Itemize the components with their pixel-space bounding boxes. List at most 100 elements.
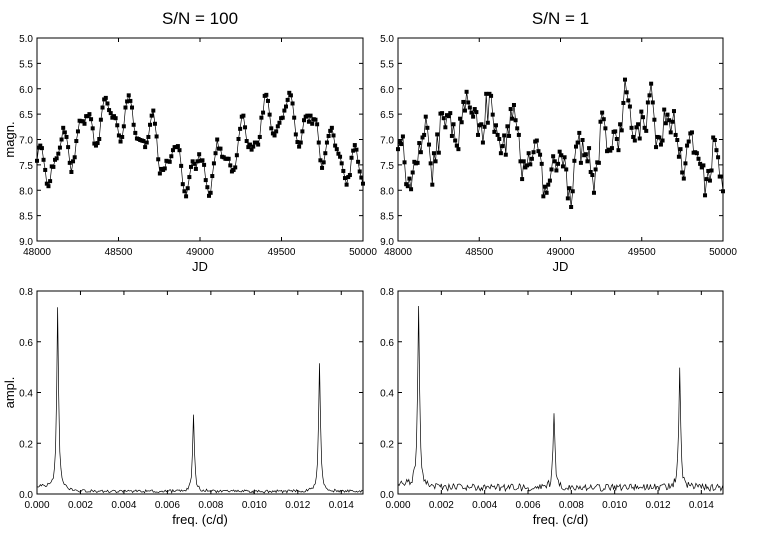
data-point (636, 122, 641, 127)
data-point (678, 147, 683, 152)
y-tick-label: 0.0 (19, 490, 33, 501)
y-tick-label: 6.5 (19, 110, 33, 121)
data-point (680, 170, 685, 175)
chart-ps_high: 0.000 0.002 0.004 0.006 0.008 0.010 0.012 0.014… (2, 287, 364, 527)
data-point (601, 117, 606, 122)
data-point (54, 156, 59, 161)
y-tick-label: 5.5 (380, 59, 394, 70)
data-point (290, 101, 295, 106)
data-point (631, 134, 636, 139)
data-point (354, 147, 359, 152)
data-point (440, 111, 445, 116)
data-point (580, 138, 585, 143)
data-point (681, 176, 686, 181)
data-point (35, 158, 39, 163)
y-tick-label: 0.2 (380, 439, 394, 450)
data-point (359, 175, 364, 180)
y-tick-label: 0.6 (380, 338, 394, 349)
chart-lc_low: 48000 48500 49000 49500 50000 5.0 5.5 6.0 6.5 7.0… (380, 9, 737, 274)
data-point (508, 107, 513, 112)
data-point (324, 140, 329, 145)
data-point (507, 133, 512, 138)
data-point (645, 100, 650, 105)
data-point (244, 139, 249, 144)
data-point (310, 121, 315, 126)
data-point (397, 140, 402, 145)
data-point (236, 136, 241, 141)
data-point (283, 104, 288, 109)
data-point (518, 159, 523, 164)
data-point (167, 159, 172, 164)
data-point (516, 132, 521, 137)
data-point (652, 117, 657, 122)
data-point (331, 133, 336, 138)
data-point (329, 125, 334, 130)
data-point (626, 98, 631, 103)
data-point (436, 150, 441, 155)
x-tick-label: 0.008 (198, 500, 223, 511)
x-tick-label: 0.012 (285, 500, 310, 511)
data-point (120, 134, 125, 139)
data-point (126, 93, 131, 98)
data-point (704, 177, 709, 182)
data-point (182, 189, 187, 194)
data-point (467, 105, 472, 110)
x-tick-label: 0.002 (429, 500, 454, 511)
data-point (618, 122, 623, 127)
data-point (123, 105, 128, 110)
data-point (184, 194, 189, 199)
data-point (249, 147, 254, 152)
data-point (97, 136, 102, 141)
y-tick-label: 0.4 (19, 389, 33, 400)
data-point (205, 185, 210, 190)
data-point (241, 113, 246, 118)
data-point (476, 132, 481, 137)
data-point (344, 182, 349, 187)
data-point (151, 108, 156, 113)
data-point (202, 162, 207, 167)
data-point (302, 118, 307, 123)
data-point (288, 93, 293, 98)
data-point (569, 204, 574, 209)
data-point (587, 146, 592, 151)
data-point (287, 90, 292, 95)
data-point (308, 113, 313, 118)
data-point (306, 119, 311, 124)
data-point (256, 142, 261, 147)
data-point (231, 167, 236, 172)
x-tick-label: 0.006 (515, 500, 540, 511)
x-tick-label: 0.010 (242, 500, 267, 511)
x-tick-label: 0.004 (472, 500, 497, 511)
data-point (66, 145, 71, 150)
data-point (51, 164, 56, 169)
data-point (149, 113, 154, 118)
y-axis-label: magn. (2, 121, 17, 157)
data-point (328, 128, 333, 133)
data-point (459, 120, 464, 125)
data-point (689, 130, 694, 135)
data-point (64, 134, 69, 139)
data-point (210, 174, 215, 179)
data-point (497, 136, 502, 141)
data-point (441, 116, 446, 121)
data-point (89, 117, 94, 122)
data-point (264, 92, 269, 97)
data-point (650, 100, 655, 105)
data-point (341, 168, 346, 173)
data-point (211, 161, 216, 166)
data-point (243, 125, 248, 130)
data-point (71, 159, 76, 164)
data-point (588, 169, 593, 174)
data-point (125, 99, 130, 104)
data-point (356, 159, 361, 164)
data-point (41, 157, 46, 162)
x-tick-label: 48000 (384, 247, 412, 258)
data-point (333, 143, 338, 148)
x-tick-label: 48000 (23, 247, 51, 258)
data-point (247, 142, 252, 147)
x-tick-label: 50000 (709, 247, 737, 258)
data-point (676, 154, 681, 159)
data-point (188, 164, 193, 169)
y-tick-label: 7.5 (380, 161, 394, 172)
